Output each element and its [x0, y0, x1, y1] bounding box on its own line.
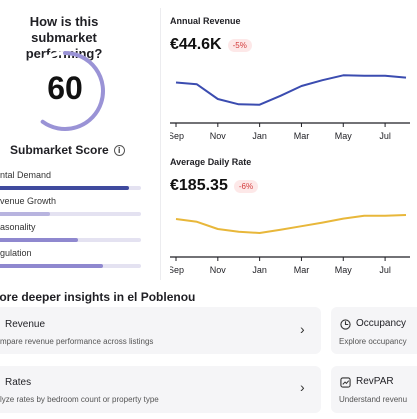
metric-revenue-growth: evenue Growth: [0, 196, 141, 216]
metric-track: [0, 238, 141, 242]
chart-title: Annual Revenue: [170, 16, 241, 26]
chevron-right-icon: ›: [300, 321, 305, 337]
insight-title: RevPAR: [356, 376, 394, 387]
metric-track: [0, 186, 141, 190]
x-tick-label: Sep: [170, 265, 184, 275]
insight-title: Revenue: [5, 319, 46, 330]
metric-fill: [0, 238, 79, 242]
insight-card-revpar[interactable]: RevPAR Understand revenu: [331, 366, 417, 413]
score-label: Submarket Score: [10, 143, 109, 157]
series-line: [175, 74, 407, 106]
chart-value: €44.6K: [170, 36, 222, 53]
metric-label: ental Demand: [0, 170, 52, 180]
insight-card-occupancy[interactable]: Occupancy Explore occupancy: [331, 307, 417, 354]
metric-label: egulation: [0, 248, 32, 258]
x-tick-label: Jul: [379, 265, 391, 275]
metric-label: easonality: [0, 222, 36, 232]
x-tick-label: Mar: [294, 265, 310, 275]
metric-fill: [0, 264, 104, 268]
chart-value: €185.35: [170, 177, 228, 194]
insights-heading: lore deeper insights in el Poblenou: [0, 290, 196, 304]
score-value: 60: [47, 70, 83, 106]
x-tick-label: May: [335, 131, 353, 141]
x-tick-label: Sep: [170, 131, 184, 141]
change-badge: -6%: [233, 179, 259, 193]
x-tick-label: Nov: [210, 131, 227, 141]
chart-title: Average Daily Rate: [170, 157, 252, 167]
annual-revenue-chart: Sep Nov Jan Mar May Jul: [170, 74, 410, 141]
insight-title: Occupancy: [356, 318, 407, 329]
occupancy-icon: [340, 319, 351, 330]
score-gauge-arc: [40, 51, 105, 131]
metric-track: [0, 212, 141, 216]
insight-desc: Understand revenu: [339, 395, 408, 404]
insight-title: Rates: [5, 377, 32, 388]
average-daily-rate-card[interactable]: Average Daily Rate €185.35 -6% Sep Nov Jan…: [170, 157, 417, 275]
insight-desc: lyze rates by bedroom count or property …: [0, 395, 159, 404]
score-gauge: [25, 51, 105, 131]
x-tick-label: May: [335, 265, 353, 275]
metric-regulation: egulation: [0, 248, 141, 268]
series-line: [175, 214, 407, 234]
metric-track: [0, 264, 141, 268]
chart-value-row: €185.35 -6%: [170, 177, 417, 195]
info-icon[interactable]: i: [113, 144, 125, 156]
metric-fill: [0, 186, 130, 190]
x-tick-label: Nov: [210, 265, 227, 275]
x-tick-label: Jul: [379, 131, 391, 141]
submarket-score-card: How is this submarket performing? 60 Sub…: [0, 0, 160, 280]
insight-desc: mpare revenue performance across listing…: [0, 337, 154, 346]
annual-revenue-card[interactable]: Annual Revenue €44.6K -5% Sep Nov Jan Mar Ma…: [170, 16, 417, 141]
x-tick-label: Jan: [252, 265, 267, 275]
metric-seasonality: easonality: [0, 222, 141, 242]
revpar-icon: [340, 377, 351, 388]
insight-card-rates[interactable]: Rates lyze rates by bedroom count or pro…: [0, 366, 321, 413]
x-tick-label: Jan: [252, 131, 267, 141]
divider: [160, 8, 161, 280]
chevron-right-icon: ›: [300, 379, 305, 395]
insight-desc: Explore occupancy: [339, 337, 407, 346]
chart-value-row: €44.6K -5%: [170, 36, 417, 54]
x-tick-label: Mar: [294, 131, 310, 141]
metric-fill: [0, 212, 51, 216]
change-badge: -5%: [227, 38, 252, 52]
insight-card-revenue[interactable]: Revenue mpare revenue performance across…: [0, 307, 321, 354]
metric-rental-demand: ental Demand: [0, 170, 141, 190]
score-label-row: Submarket Score i: [10, 143, 125, 157]
average-daily-rate-chart: Sep Nov Jan Mar May Jul: [170, 214, 410, 275]
metric-label: evenue Growth: [0, 196, 57, 206]
